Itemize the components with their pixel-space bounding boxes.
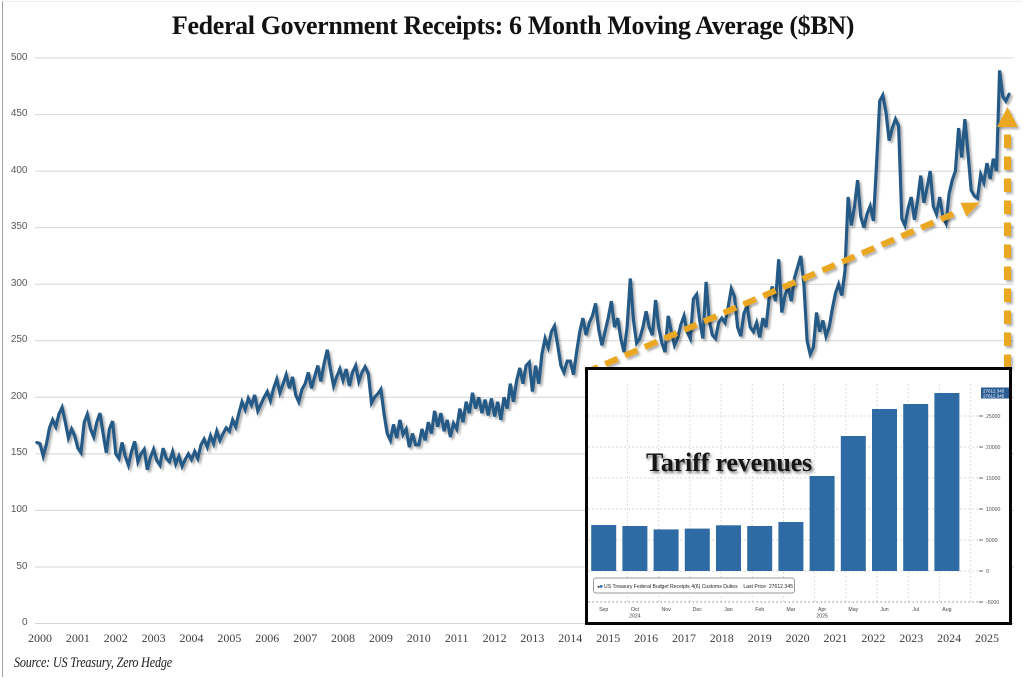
svg-text:Mar: Mar xyxy=(786,607,795,613)
svg-text:◂■ US Treasury Federal Budget: ◂■ US Treasury Federal Budget Receipts 4… xyxy=(597,584,793,590)
svg-text:2025: 2025 xyxy=(816,614,828,620)
svg-text:-5000: -5000 xyxy=(986,600,999,606)
svg-text:27612.345: 27612.345 xyxy=(983,394,1005,399)
svg-text:15000: 15000 xyxy=(986,476,1001,482)
svg-text:0: 0 xyxy=(986,569,989,575)
svg-text:Dec: Dec xyxy=(693,607,703,613)
svg-text:25000: 25000 xyxy=(986,414,1001,420)
svg-text:Aug: Aug xyxy=(942,607,951,613)
svg-text:Jul: Jul xyxy=(912,607,919,613)
svg-text:5000: 5000 xyxy=(986,538,998,544)
svg-text:Nov: Nov xyxy=(661,607,671,613)
svg-text:20000: 20000 xyxy=(986,445,1001,451)
svg-text:Oct: Oct xyxy=(631,607,640,613)
svg-text:May: May xyxy=(848,607,858,613)
svg-text:Sep: Sep xyxy=(599,607,608,613)
svg-text:27612.345: 27612.345 xyxy=(983,389,1005,394)
svg-text:Jan: Jan xyxy=(724,607,732,613)
svg-text:Jun: Jun xyxy=(880,607,888,613)
svg-text:Apr: Apr xyxy=(818,607,826,613)
svg-text:Feb: Feb xyxy=(755,607,764,613)
svg-text:10000: 10000 xyxy=(986,507,1001,513)
svg-text:2024: 2024 xyxy=(629,614,641,620)
